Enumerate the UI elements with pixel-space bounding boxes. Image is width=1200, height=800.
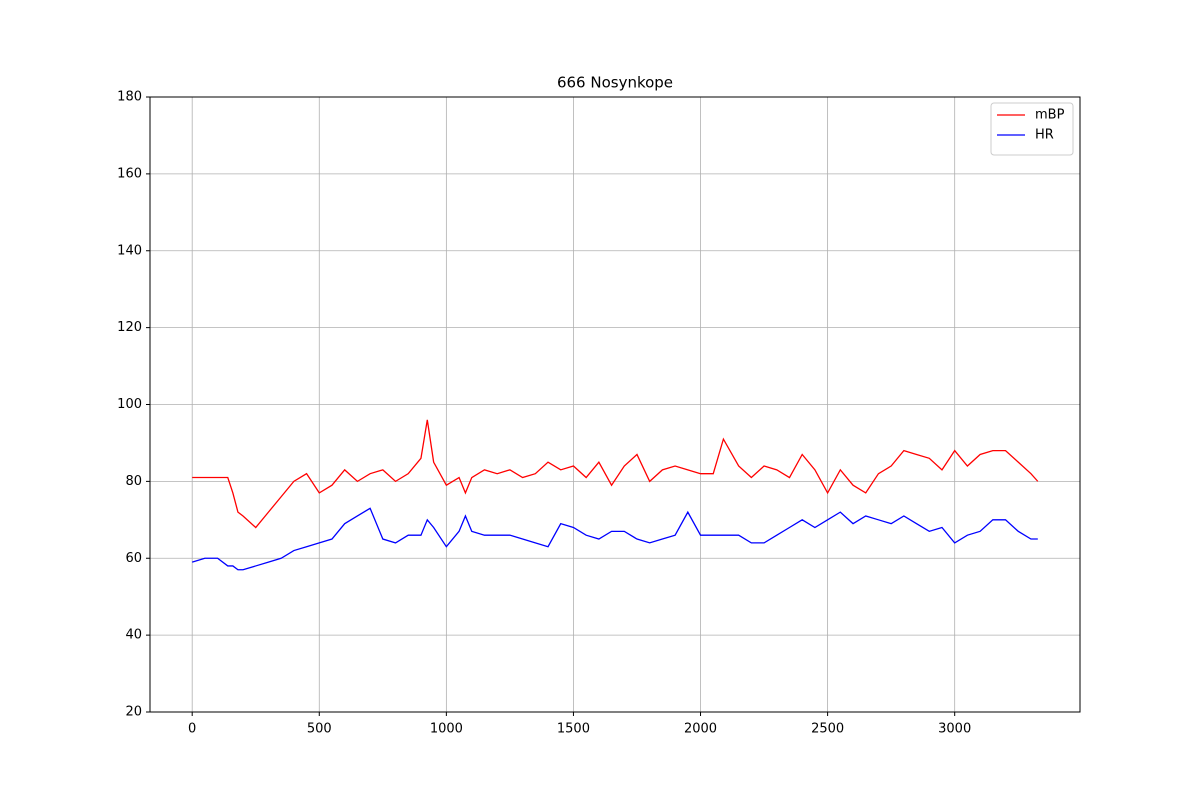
- legend-label: HR: [1035, 128, 1054, 143]
- x-tick-label: 2000: [684, 722, 717, 737]
- x-tick-label: 500: [307, 722, 332, 737]
- x-tick-label: 1500: [557, 722, 590, 737]
- x-tick-label: 0: [188, 722, 196, 737]
- plot-frame: [149, 96, 1081, 713]
- chart-title: 666 Nosynkope: [557, 74, 673, 92]
- y-tick-label: 140: [117, 243, 142, 258]
- y-tick-label: 180: [117, 90, 142, 105]
- y-tick-label: 160: [117, 166, 142, 181]
- legend-label: mBP: [1035, 108, 1065, 123]
- data-line: [192, 419, 1039, 529]
- y-tick-label: 120: [117, 320, 142, 335]
- data-line: [192, 507, 1038, 571]
- y-tick-label: 40: [125, 628, 142, 643]
- y-tick-label: 20: [125, 705, 142, 720]
- y-tick-label: 80: [125, 474, 142, 489]
- legend-box: [990, 102, 1074, 156]
- y-tick-label: 100: [117, 397, 142, 412]
- y-tick-label: 60: [125, 551, 142, 566]
- x-tick-label: 1000: [430, 722, 463, 737]
- x-tick-label: 2500: [811, 722, 844, 737]
- x-tick-label: 3000: [938, 722, 971, 737]
